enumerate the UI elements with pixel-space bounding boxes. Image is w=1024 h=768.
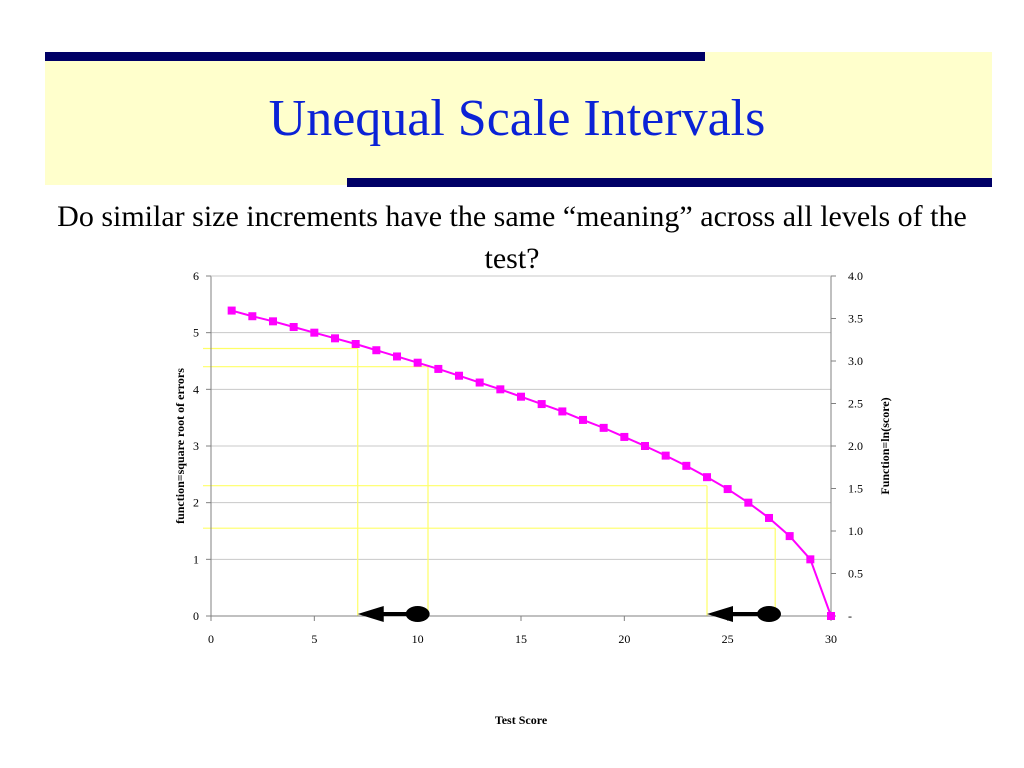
series-line	[231, 309, 832, 617]
x-tick-label: 20	[618, 632, 630, 646]
y-tick-label: 6	[193, 269, 199, 283]
data-point	[393, 352, 401, 361]
title-band	[45, 52, 992, 185]
data-point	[620, 432, 629, 441]
x-tick-label: 5	[311, 632, 317, 646]
x-tick-label: 25	[722, 632, 734, 646]
y-tick-label: 3	[193, 439, 199, 453]
y2-tick-label: -	[848, 609, 852, 623]
data-point	[765, 513, 773, 522]
y2-tick-label: 2.5	[848, 397, 863, 411]
slide-subtitle: Do similar size increments have the same…	[57, 200, 967, 275]
y-tick-label: 2	[193, 496, 199, 510]
data-point	[723, 485, 732, 494]
arrow-head	[707, 606, 733, 622]
data-point	[661, 451, 670, 460]
data-point	[455, 371, 463, 380]
data-point	[331, 334, 339, 343]
data-point	[558, 407, 567, 416]
axes	[206, 275, 836, 621]
data-point	[310, 328, 319, 337]
y2-tick-label: 0.5	[848, 567, 863, 581]
data-point	[413, 358, 422, 367]
y2-tick-label: 1.5	[848, 482, 863, 496]
data-point	[599, 423, 608, 432]
slide-title: Unequal Scale Intervals	[268, 90, 766, 147]
x-axis-title: Test Score	[495, 713, 548, 727]
data-point	[744, 498, 753, 507]
data-point	[579, 415, 587, 424]
y2-tick-label: 1.0	[848, 524, 863, 538]
data-point	[289, 323, 298, 331]
x-tick-label: 0	[208, 632, 214, 646]
arrows-group	[357, 606, 781, 622]
data-point	[806, 555, 815, 564]
y-tick-label: 0	[193, 609, 199, 623]
y-tick-label: 5	[193, 326, 199, 340]
data-point	[827, 612, 835, 620]
tick-labels: 0 5 10 15 20 25 30 0 1 2 3 4 5 6 - 0.5 1.0 1.5 2.0 2.5 3.0 3.…	[193, 269, 863, 646]
x-tick-label: 10	[412, 632, 424, 646]
title-bottom-rule	[347, 178, 992, 187]
y2-tick-label: 3.0	[848, 354, 863, 368]
data-point	[517, 392, 525, 401]
y2-axis-title: Function=ln(score)	[878, 397, 892, 494]
data-point	[641, 442, 649, 450]
series-group	[227, 306, 835, 620]
data-point	[372, 346, 381, 355]
data-point	[269, 317, 277, 326]
x-tick-label: 15	[515, 632, 527, 646]
y2-tick-label: 2.0	[848, 439, 863, 453]
data-point	[248, 312, 257, 321]
y-axis-title: function=square root of errors	[173, 368, 187, 524]
data-point	[537, 400, 546, 409]
data-point	[496, 385, 505, 394]
guide-lines	[203, 347, 776, 616]
title-top-rule	[45, 52, 705, 61]
data-point	[703, 473, 711, 482]
y2-tick-label: 3.5	[848, 312, 863, 326]
data-point	[351, 340, 360, 348]
x-tick-label: 30	[825, 632, 837, 646]
y-tick-label: 4	[193, 382, 199, 396]
data-point	[682, 461, 691, 470]
data-point	[434, 364, 443, 373]
data-point	[475, 378, 484, 387]
gridlines	[211, 275, 831, 560]
y-tick-label: 1	[193, 552, 199, 566]
data-point	[785, 532, 794, 541]
y2-tick-label: 4.0	[848, 269, 863, 283]
arrow-head	[357, 606, 384, 622]
data-point	[227, 306, 236, 315]
